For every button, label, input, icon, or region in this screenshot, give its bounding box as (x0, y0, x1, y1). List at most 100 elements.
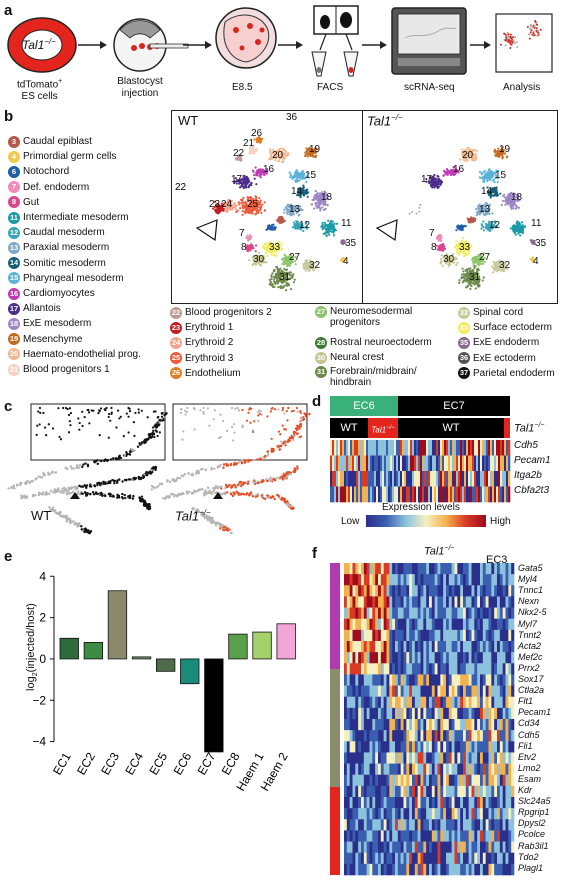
umap-point (335, 222, 339, 225)
umap-point (487, 177, 491, 180)
graph-node (115, 481, 119, 484)
umap-point (480, 173, 483, 176)
graph-node (257, 419, 260, 423)
umap-point (305, 269, 308, 272)
graph-node (155, 486, 158, 489)
umap-point (267, 242, 270, 246)
umap-point (298, 213, 301, 216)
umap-cluster-label: 19 (309, 144, 321, 155)
umap-point (447, 263, 450, 266)
umap-point (266, 254, 269, 258)
graph-node (256, 481, 260, 485)
umap-point (341, 257, 344, 260)
graph-node (232, 439, 235, 442)
analysis-dot (528, 37, 531, 40)
umap-point (289, 264, 292, 267)
umap-point (217, 204, 220, 207)
legend-label: Spinal cord (473, 307, 524, 318)
umap-point (425, 177, 428, 181)
umap-point (325, 193, 328, 197)
umap-point (283, 267, 286, 271)
umap-point (283, 279, 286, 282)
umap-point (478, 275, 481, 278)
graph-node (103, 459, 106, 462)
graph-node (84, 462, 87, 465)
umap-point (322, 196, 325, 199)
umap-point (278, 279, 281, 282)
umap-point (490, 265, 494, 268)
umap-cluster-label: 22 (233, 148, 245, 159)
legend-item: 37 Parietal endoderm (458, 367, 555, 380)
umap-point (222, 209, 225, 212)
legend-badge: 36 (458, 352, 470, 365)
umap-point (509, 202, 512, 205)
umap-point (305, 227, 309, 230)
umap-point (496, 180, 499, 184)
umap-cluster-label: 15 (305, 170, 317, 181)
umap-point (439, 183, 442, 186)
umap-point (235, 210, 238, 214)
umap-point (467, 151, 470, 154)
umap-point (305, 225, 308, 229)
legend-item: 25 Erythroid 3 (170, 352, 233, 365)
graph-node (253, 481, 256, 484)
umap-point (517, 230, 520, 233)
umap-cluster-label: 16 (453, 164, 465, 175)
graph-node (292, 409, 295, 412)
umap-point (446, 259, 449, 262)
graph-node (293, 468, 297, 471)
umap-point (453, 171, 456, 174)
umap-point (276, 282, 279, 285)
umap-point (445, 173, 448, 176)
umap-point (260, 169, 263, 172)
umap-point (471, 151, 474, 155)
graph-node (183, 473, 186, 476)
umap-point (284, 273, 287, 276)
umap-point (514, 224, 517, 227)
umap-point (219, 208, 222, 211)
umap-point (473, 265, 476, 268)
umap-point (283, 271, 286, 274)
legend-label: Erythroid 1 (185, 322, 234, 334)
umap-point (295, 169, 298, 172)
graph-node (142, 503, 146, 507)
legend-item: 7 Def. endoderm (8, 181, 89, 194)
graph-node (287, 503, 290, 506)
heatmap-cell (388, 440, 391, 456)
legend-label: Neuromesodermal progenitors (330, 306, 412, 328)
graph-node (106, 482, 110, 485)
graph-node (131, 497, 135, 500)
umap-point (263, 173, 266, 177)
umap-point (478, 280, 481, 284)
graph-node (140, 409, 143, 412)
umap-point (306, 260, 309, 263)
graph-node (238, 483, 241, 487)
umap-cluster-label: 8 (431, 242, 437, 253)
umap-point (470, 284, 473, 288)
legend-item: 12 Caudal mesoderm (8, 226, 105, 239)
umap-point (266, 168, 269, 171)
graph-node (133, 449, 136, 452)
legend-label: ExE mesoderm (23, 318, 92, 330)
graph-node (248, 492, 251, 496)
umap-point (312, 149, 315, 153)
umap-point (455, 244, 458, 247)
umap-point (267, 225, 270, 228)
graph-node (23, 495, 26, 498)
graph-node (123, 453, 126, 457)
analysis-dot (512, 36, 515, 39)
graph-node (144, 440, 147, 444)
umap-point (491, 179, 494, 182)
graph-node (257, 414, 260, 417)
umap-point (490, 194, 493, 197)
graph-node (202, 512, 205, 515)
graph-node (188, 490, 191, 494)
umap-point (324, 232, 327, 235)
umap-point (241, 213, 244, 216)
graph-node (63, 489, 66, 492)
graph-node (232, 423, 236, 426)
legend-badge: 15 (8, 272, 20, 285)
umap-point (475, 214, 478, 217)
graph-node (224, 486, 227, 490)
legend-badge: 28 (315, 336, 327, 349)
